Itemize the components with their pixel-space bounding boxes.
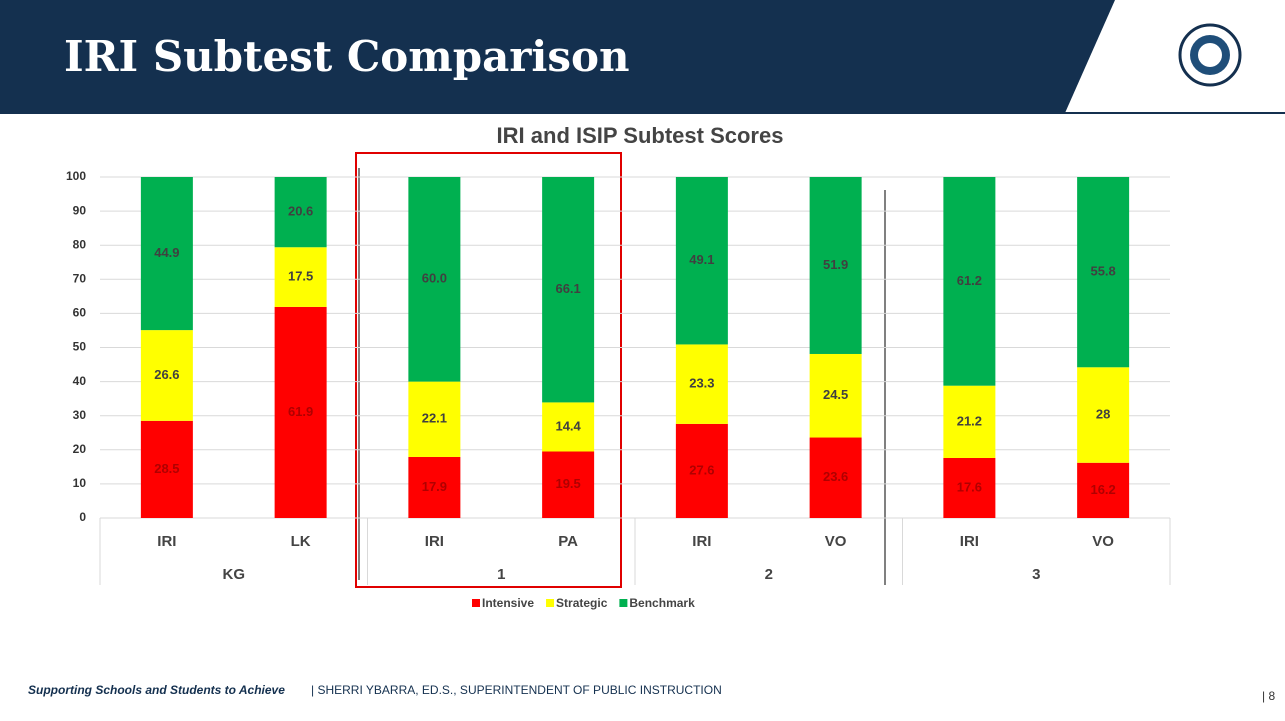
bar-segment <box>1077 367 1130 463</box>
chart-title: IRI and ISIP Subtest Scores <box>497 123 784 148</box>
data-label: 22.1 <box>422 411 447 426</box>
data-label: 23.3 <box>689 376 714 391</box>
data-label: 60.0 <box>422 271 447 286</box>
y-tick-label: 10 <box>73 476 87 490</box>
data-label: 51.9 <box>823 257 848 272</box>
x-tick-label: VO <box>1092 533 1114 550</box>
y-tick-label: 80 <box>73 237 87 251</box>
bar-segment <box>408 177 461 382</box>
data-label: 23.6 <box>823 469 848 484</box>
group-label: 3 <box>1032 566 1040 583</box>
bar-segment <box>809 437 862 518</box>
legend-swatch <box>546 599 555 607</box>
y-tick-label: 50 <box>73 340 87 354</box>
data-label: 28.5 <box>154 461 179 476</box>
legend-swatch <box>619 599 628 607</box>
header-band <box>0 0 1115 113</box>
bar-segment <box>943 457 996 518</box>
bar-segment <box>1077 177 1130 368</box>
highlight-box <box>355 152 622 588</box>
bar-segment <box>809 353 862 438</box>
group-label: KG <box>223 566 246 583</box>
data-label: 21.2 <box>957 413 982 428</box>
data-label: 61.9 <box>288 404 313 419</box>
x-tick-label: IRI <box>692 533 711 550</box>
bar-segment <box>1077 462 1130 518</box>
x-tick-label: PA <box>558 533 578 550</box>
bar-segment <box>408 381 461 457</box>
bar-segment <box>943 385 996 458</box>
y-tick-label: 100 <box>66 169 86 183</box>
data-label: 17.5 <box>288 269 313 284</box>
footer-text: | SHERRI YBARRA, ED.S., SUPERINTENDENT O… <box>311 683 722 697</box>
legend-label: Intensive <box>482 596 534 610</box>
footer-tagline: Supporting Schools and Students to Achie… <box>28 683 285 697</box>
data-label: 14.4 <box>555 418 581 433</box>
x-tick-label: VO <box>825 533 847 550</box>
bar-segment <box>675 344 728 424</box>
bar-segment <box>408 456 461 518</box>
x-tick-label: LK <box>291 533 311 550</box>
bar-segment <box>809 177 862 354</box>
y-tick-label: 70 <box>73 271 87 285</box>
data-label: 19.5 <box>555 476 580 491</box>
legend-label: Benchmark <box>629 596 695 610</box>
legend-label: Strategic <box>556 596 608 610</box>
data-label: 44.9 <box>154 245 179 260</box>
data-label: 17.9 <box>422 479 447 494</box>
data-label: 61.2 <box>957 273 982 288</box>
bar-segment <box>140 330 193 421</box>
bar-segment <box>675 177 728 345</box>
data-label: 27.6 <box>689 462 714 477</box>
group-label: 2 <box>765 566 773 583</box>
page-number: | 8 <box>1262 689 1275 703</box>
y-tick-label: 60 <box>73 306 87 320</box>
y-tick-label: 30 <box>73 408 87 422</box>
data-label: 17.6 <box>957 479 982 494</box>
data-label: 20.6 <box>288 204 313 219</box>
data-label: 26.6 <box>154 367 179 382</box>
x-tick-label: IRI <box>157 533 176 550</box>
bar-segment <box>542 177 595 403</box>
legend-swatch <box>472 599 480 607</box>
y-tick-label: 40 <box>73 374 87 388</box>
bar-segment <box>274 177 327 248</box>
bar-segment <box>675 423 728 518</box>
bar-segment <box>140 177 193 331</box>
y-tick-label: 20 <box>73 442 87 456</box>
group-label: 1 <box>497 566 505 583</box>
y-tick-label: 90 <box>73 203 87 217</box>
bar-segment <box>274 306 327 518</box>
y-tick-label: 0 <box>79 510 86 524</box>
data-label: 66.1 <box>555 281 580 296</box>
bar-segment <box>542 402 595 452</box>
data-label: 16.2 <box>1090 482 1115 497</box>
x-tick-label: IRI <box>425 533 444 550</box>
data-label: 55.8 <box>1090 264 1115 279</box>
bar-segment <box>542 451 595 518</box>
bar-segment <box>274 247 327 307</box>
bar-segment <box>943 177 996 386</box>
bar-segment <box>140 420 193 518</box>
data-label: 24.5 <box>823 387 848 402</box>
logo <box>1178 23 1242 87</box>
slide-title: IRI Subtest Comparison <box>64 32 630 81</box>
data-label: 49.1 <box>689 252 714 267</box>
x-tick-label: IRI <box>960 533 979 550</box>
data-label: 28 <box>1096 406 1110 421</box>
